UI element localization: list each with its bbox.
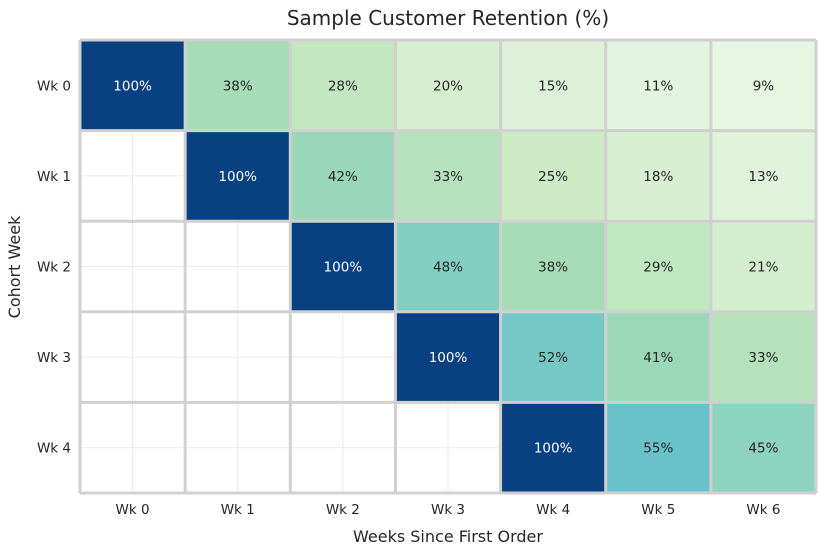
cell-value-label: 48% — [433, 260, 463, 276]
cell-value-label: 21% — [748, 260, 778, 276]
cell-value-label: 100% — [429, 350, 468, 366]
cell-value-label: 100% — [534, 441, 573, 457]
y-axis-label: Cohort Week — [5, 215, 24, 318]
cell-value-label: 9% — [753, 78, 775, 94]
x-tick-label: Wk 6 — [746, 502, 780, 518]
y-tick-label: Wk 2 — [37, 260, 71, 276]
heatmap-cell — [605, 130, 711, 222]
y-tick-label: Wk 4 — [37, 441, 71, 457]
cell-value-label: 45% — [748, 441, 778, 457]
cell-value-label: 100% — [218, 169, 257, 185]
heatmap-cell — [290, 130, 396, 222]
cell-value-label: 33% — [433, 169, 463, 185]
cell-value-label: 15% — [538, 78, 568, 94]
heatmap-cell — [605, 311, 711, 403]
x-tick-label: Wk 1 — [221, 502, 255, 518]
y-tick-label: Wk 0 — [37, 78, 71, 94]
x-tick-label: Wk 5 — [641, 502, 675, 518]
heatmap-cell — [185, 130, 291, 222]
cell-value-label: 28% — [328, 78, 358, 94]
x-tick-label: Wk 3 — [431, 502, 465, 518]
x-tick-label: Wk 0 — [116, 502, 150, 518]
chart-title: Sample Customer Retention (%) — [287, 6, 609, 30]
cell-value-label: 55% — [643, 441, 673, 457]
y-tick-label: Wk 1 — [37, 169, 71, 185]
heatmap-cell — [605, 40, 711, 131]
y-tick-label: Wk 3 — [37, 350, 71, 366]
y-axis: Wk 0 Wk 1 Wk 2 Wk 3 Wk 4 — [37, 78, 71, 456]
heatmap-cell — [500, 311, 606, 403]
heatmap-cell — [80, 40, 186, 131]
heatmap-cell — [395, 221, 501, 312]
heatmap-cell — [710, 40, 816, 131]
heatmap-cell — [185, 40, 291, 131]
x-tick-label: Wk 2 — [326, 502, 360, 518]
heatmap-cell — [710, 311, 816, 403]
heatmap-cell — [500, 130, 606, 222]
cell-value-label: 41% — [643, 350, 673, 366]
x-tick-label: Wk 4 — [536, 502, 570, 518]
cell-value-label: 18% — [643, 169, 673, 185]
cell-value-label: 42% — [328, 169, 358, 185]
heatmap-cell — [290, 40, 396, 131]
heatmap-cell — [710, 402, 816, 493]
heatmap-cell — [710, 221, 816, 312]
heatmap-cell — [500, 221, 606, 312]
heatmap-cell — [395, 130, 501, 222]
cell-value-label: 38% — [223, 78, 253, 94]
heatmap-cell — [290, 221, 396, 312]
heatmap-cell — [710, 130, 816, 222]
plot-area: 100% 38% 28% 20% 15% 11% 9% 100% 42% 33% 25% 18% 13%… — [78, 38, 818, 495]
cell-value-label: 29% — [643, 260, 673, 276]
cell-value-label: 20% — [433, 78, 463, 94]
heatmap-cell — [605, 402, 711, 493]
cell-value-label: 25% — [538, 169, 568, 185]
cell-value-label: 52% — [538, 350, 568, 366]
heatmap-cell — [395, 311, 501, 403]
x-axis-label: Weeks Since First Order — [353, 527, 543, 546]
heatmap-cell — [605, 221, 711, 312]
heatmap-cell — [500, 402, 606, 493]
heatmap-cell — [395, 40, 501, 131]
cell-value-label: 11% — [643, 78, 673, 94]
cell-value-label: 33% — [748, 350, 778, 366]
cell-value-label: 13% — [748, 169, 778, 185]
cell-separators — [78, 38, 818, 495]
cell-value-label: 38% — [538, 260, 568, 276]
heatmap-cell — [500, 40, 606, 131]
cell-value-label: 100% — [113, 78, 152, 94]
x-axis: Wk 0 Wk 1 Wk 2 Wk 3 Wk 4 Wk 5 Wk 6 — [116, 502, 781, 518]
cell-value-label: 100% — [324, 260, 363, 276]
